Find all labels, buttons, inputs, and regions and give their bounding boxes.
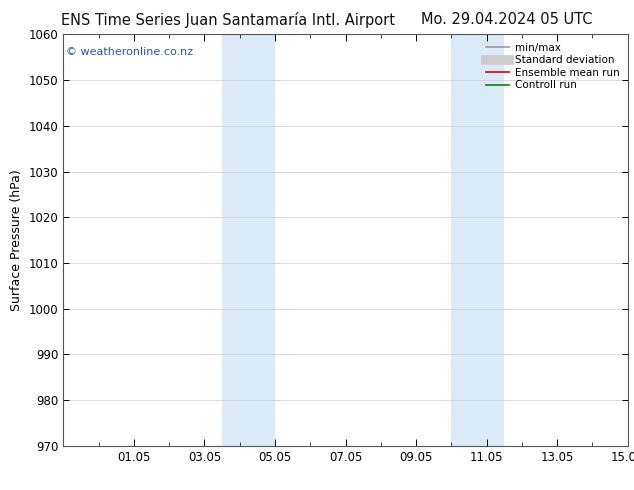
Text: Mo. 29.04.2024 05 UTC: Mo. 29.04.2024 05 UTC [422, 12, 593, 27]
Text: ENS Time Series Juan Santamaría Intl. Airport: ENS Time Series Juan Santamaría Intl. Ai… [61, 12, 395, 28]
Y-axis label: Surface Pressure (hPa): Surface Pressure (hPa) [10, 169, 23, 311]
Bar [222, 34, 275, 446]
Legend: min/max, Standard deviation, Ensemble mean run, Controll run: min/max, Standard deviation, Ensemble me… [483, 40, 623, 94]
Text: © weatheronline.co.nz: © weatheronline.co.nz [66, 47, 193, 57]
Bar [451, 34, 504, 446]
